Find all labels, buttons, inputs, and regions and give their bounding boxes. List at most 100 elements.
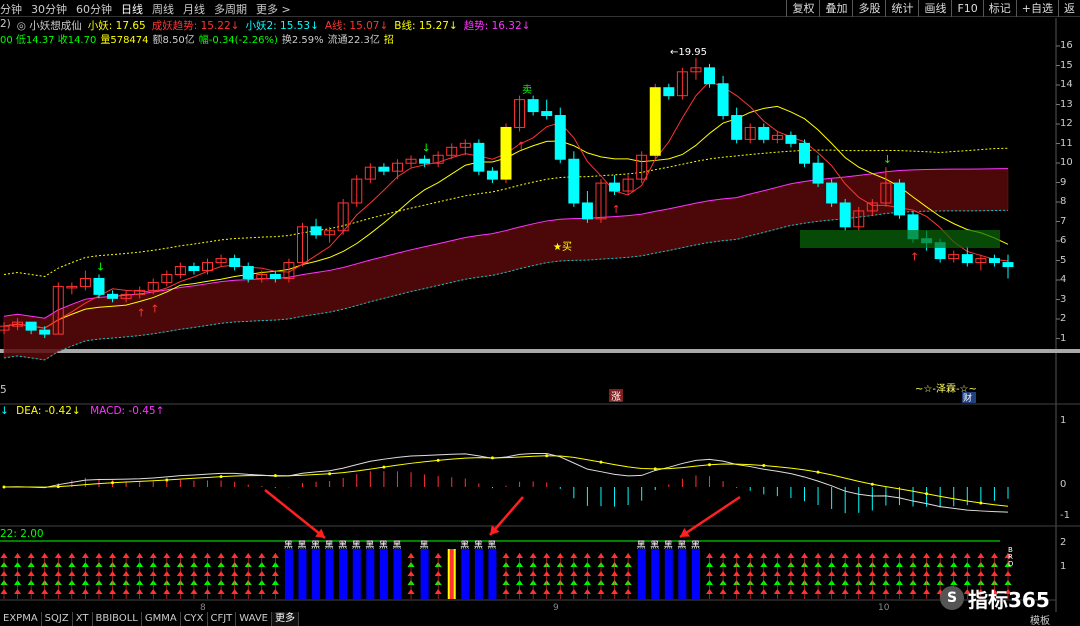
candle [351,178,363,204]
period-weekly[interactable]: 周线 [152,2,174,16]
legend-item: 成妖趋势: 15.22↓ [151,20,240,32]
candle [486,170,498,180]
signal-yellow-core [449,549,454,599]
candle [893,182,905,216]
draw-line-button[interactable]: 画线 [918,0,951,17]
dea-dot [979,501,983,505]
candle [391,162,403,172]
candle [202,262,214,272]
annotation-arrow [679,495,741,539]
price-tick: 13 [1060,98,1073,110]
period-selector: 分钟 30分钟 60分钟 日线 周线 月线 多周期 更多 > [0,0,300,17]
signal-blue-bar [474,549,483,599]
green-zone [800,230,1000,248]
indicator3-legend: 22: 2.00 [0,528,44,540]
add-watchlist-button[interactable]: +自选 [1015,0,1058,17]
tab-sqjz[interactable]: SQJZ [42,612,73,626]
dea-dot [2,485,6,489]
sell-signal-label: 卖 [522,84,532,96]
top-bar: 分钟 30分钟 60分钟 日线 周线 月线 多周期 更多 > 复权 叠加 多股 … [0,0,1080,17]
candle [283,262,295,279]
tab-xt[interactable]: XT [73,612,93,626]
tab-wave[interactable]: WAVE [236,612,272,626]
dea-dot [545,454,549,458]
tab-cfjt[interactable]: CFJT [208,612,237,626]
candle [1002,262,1014,268]
candle [676,71,688,97]
dea-dot [599,460,603,464]
candle [337,202,349,232]
quote-item: 00 低14.37 收14.70 [0,35,97,46]
f10-button[interactable]: F10 [951,0,982,17]
indicator3-tick: 1 [1060,561,1067,572]
month-label: 8 [200,603,206,613]
quote-info-line: 00 低14.37 收14.70 量578474 额8.50亿 幅-0.34(-2.2… [0,31,398,46]
tab-expma[interactable]: EXPMA [0,612,42,626]
candle [758,126,770,140]
candle [744,126,756,140]
black-signal-label: 黑 [487,540,496,551]
period-monthly[interactable]: 月线 [183,2,205,16]
signal-blue-bar [420,549,429,599]
toolbar: 复权 叠加 多股 统计 画线 F10 标记 +自选 返 [786,0,1080,17]
adjust-button[interactable]: 复权 [786,0,819,17]
candle [12,321,24,327]
period-minute[interactable]: 分钟 [0,2,22,16]
dea-dot [56,485,60,489]
quote-item: 换2.59% [281,35,324,46]
candle [704,67,716,85]
candle [988,258,1000,264]
period-60min[interactable]: 60分钟 [76,2,112,16]
dea-dot [708,463,712,467]
right-small-label: B [1008,546,1013,554]
candle [378,166,390,172]
candle [961,254,973,264]
tab-gmma[interactable]: GMMA [142,612,181,626]
long-ma-line [3,147,1009,278]
signal-blue-bar [637,549,646,599]
candle [188,266,200,272]
author-label: ~☆-泽霖-☆~ [915,383,977,395]
mark-button[interactable]: 标记 [982,0,1016,17]
dea-dot [165,478,169,482]
price-tick: 6 [1060,235,1067,246]
signal-blue-bar [284,549,293,599]
period-more[interactable]: 更多 > [256,2,291,16]
template-status[interactable]: 模板 [1030,616,1050,626]
signal-blue-bar [664,549,673,599]
candle [229,258,241,268]
black-signal-label: 黑 [474,540,483,551]
legend-item: 2) [0,18,11,30]
tab-bbiboll[interactable]: BBIBOLL [93,612,142,626]
black-signal-label: 黑 [379,540,388,551]
period-30min[interactable]: 30分钟 [31,2,67,16]
tag-cai-badge [962,392,976,403]
dea-dot [816,470,820,474]
price-tick: 7 [1060,215,1067,227]
candle [731,115,743,140]
buy-arrow: ↑ [517,139,526,152]
overlay-button[interactable]: 叠加 [819,0,852,17]
candle [93,277,105,295]
macd-tick-label: 5 [0,384,7,396]
period-daily[interactable]: 日线 [121,2,143,16]
tab-more[interactable]: 更多 [272,612,299,626]
period-multi[interactable]: 多周期 [214,2,247,16]
back-button[interactable]: 返 [1058,0,1080,17]
indicator3-tick: 2 [1060,537,1067,548]
signal-blue-bar [379,549,388,599]
candle [568,158,580,204]
candle [296,226,308,264]
quote-item: 幅-0.34(-2.26%) [198,35,278,46]
multi-stock-button[interactable]: 多股 [852,0,885,17]
signal-blue-bar [312,549,321,599]
tab-cyx[interactable]: CYX [181,612,208,626]
black-signal-label: 黑 [338,540,347,551]
trend-cloud [3,168,1009,361]
candle [446,146,458,156]
statistics-button[interactable]: 统计 [885,0,918,17]
candle [107,293,119,299]
candle [79,277,91,287]
buy-arrow: ↑ [150,302,159,315]
